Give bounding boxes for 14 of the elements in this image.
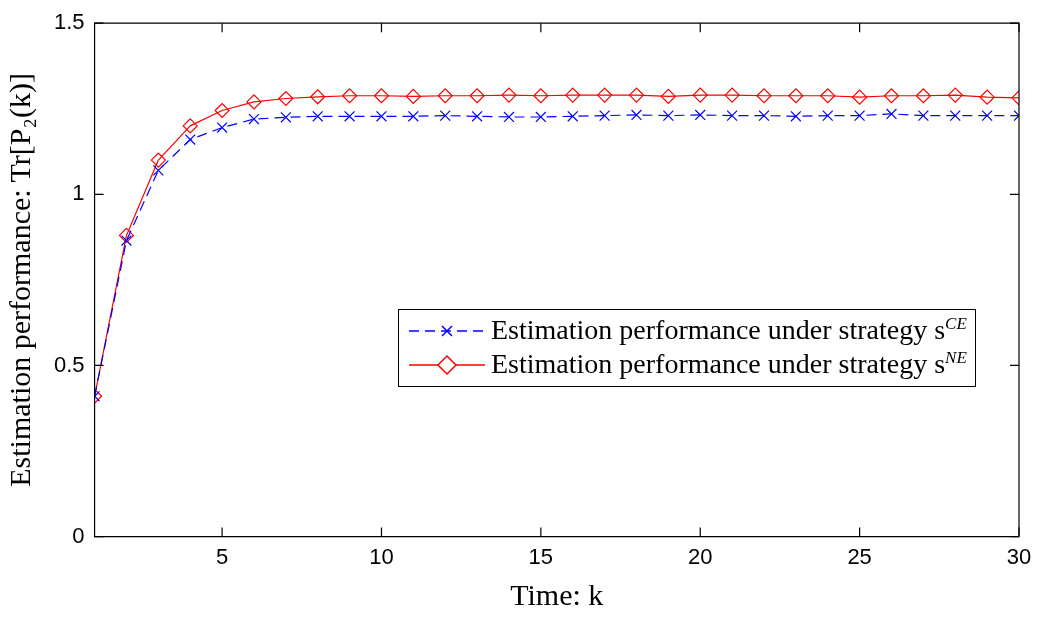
- x-axis-title: Time: k: [510, 577, 604, 611]
- y-tick-label: 0.5: [53, 351, 85, 377]
- x-tick-label: 10: [369, 543, 394, 569]
- x-tick-label: 25: [847, 543, 872, 569]
- y-tick-label: 0: [72, 522, 85, 548]
- x-tick-label: 20: [687, 543, 713, 569]
- x-tick-label: 15: [528, 543, 554, 569]
- legend-label: Estimation performance under strategy s$^{NE}$: [491, 348, 967, 381]
- legend-label: Estimation performance under strategy s$^{CE}$: [491, 314, 967, 347]
- y-tick-label: 1: [72, 180, 85, 206]
- y-axis-title: Estimation performance: Tr[P₂(k)]: [2, 73, 37, 487]
- x-tick-label: 30: [1006, 543, 1032, 569]
- y-tick-label: 1.5: [53, 9, 85, 35]
- x-tick-label: 5: [215, 543, 229, 569]
